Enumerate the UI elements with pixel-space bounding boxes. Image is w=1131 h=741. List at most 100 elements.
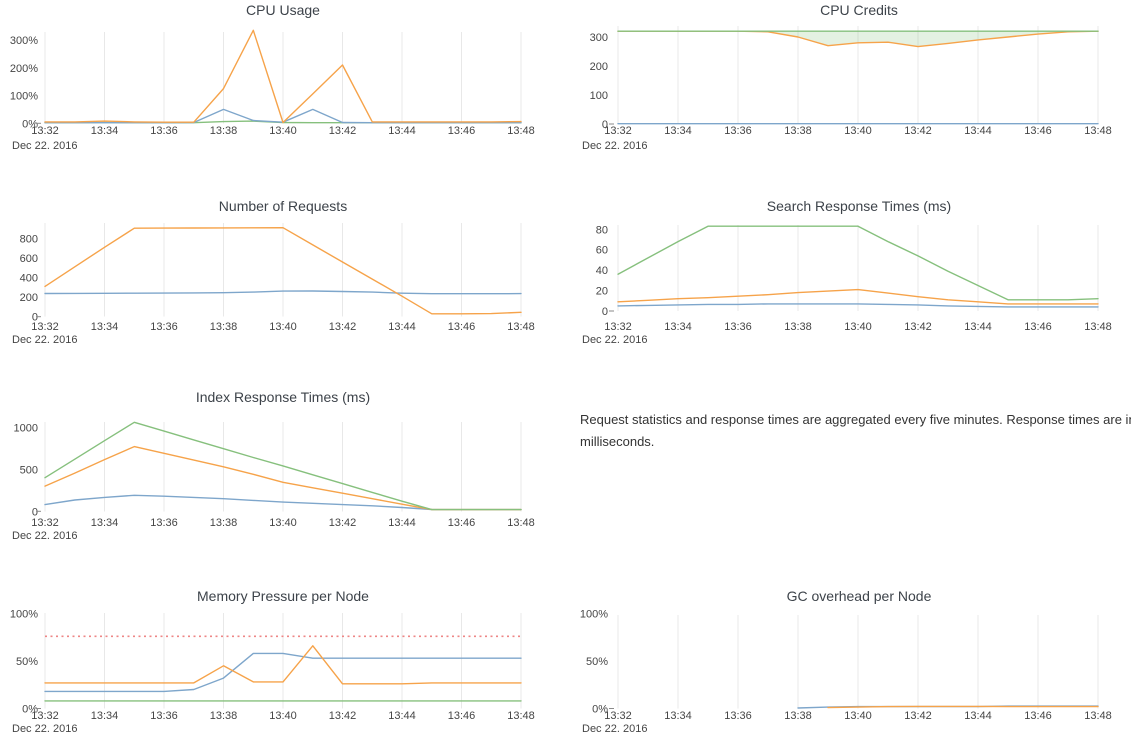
y-axis-tick-label: 0: [602, 119, 608, 131]
x-axis-tick-label: 13:34: [664, 710, 692, 722]
x-axis-tick-label: 13:40: [269, 517, 297, 529]
x-axis-date-label: Dec 22. 2016: [12, 140, 77, 152]
chart-canvas: GC overhead per Node 0% 50% 100% 13:32 13:34 1…: [580, 588, 1112, 735]
chart-canvas: Memory Pressure per Node 0% 50% 100% 13:32 13…: [10, 588, 535, 735]
y-axis-tick-label: 400: [20, 273, 38, 285]
x-axis-tick-label: 13:48: [507, 125, 535, 137]
y-axis-tick-label: 300%: [10, 35, 38, 47]
y-axis-tick-label: 800: [20, 234, 38, 246]
y-axis-tick-label: 0: [32, 506, 38, 518]
x-axis-tick-label: 13:44: [388, 710, 416, 722]
x-axis-tick-label: 13:46: [448, 125, 476, 137]
x-axis-tick-label: 13:34: [91, 710, 119, 722]
chart-number-of-requests: Number of Requests 0 200 400 600 800 13:32 13:3…: [0, 185, 565, 359]
y-axis-tick-label: 100%: [580, 609, 608, 621]
series-fill-area: [618, 31, 1098, 47]
x-axis-tick-label: 13:48: [507, 321, 535, 333]
x-axis-tick-label: 13:36: [724, 710, 752, 722]
x-axis-tick-label: 13:46: [1024, 125, 1052, 137]
series-line-green: [44, 421, 522, 511]
x-axis-tick-label: 13:48: [507, 517, 535, 529]
x-axis-tick-label: 13:40: [844, 710, 872, 722]
x-axis-date-label: Dec 22. 2016: [12, 334, 77, 346]
chart-title: CPU Usage: [246, 2, 320, 18]
x-axis-date-label: Dec 22. 2016: [12, 723, 77, 735]
x-axis-tick-label: 13:42: [904, 710, 932, 722]
chart-canvas: Search Response Times (ms) 0 20 40 60 80 13:32…: [582, 198, 1112, 346]
x-axis-tick-label: 13:38: [210, 517, 238, 529]
y-axis-tick-label: 100%: [10, 609, 38, 621]
x-axis-date-label: Dec 22. 2016: [582, 334, 647, 346]
x-axis-tick-label: 13:38: [210, 710, 238, 722]
x-axis-tick-label: 13:42: [329, 710, 357, 722]
x-axis-tick-label: 13:34: [664, 125, 692, 137]
x-axis-date-label: Dec 22. 2016: [12, 530, 77, 542]
x-axis-tick-label: 13:34: [664, 321, 692, 333]
x-axis-tick-label: 13:46: [448, 517, 476, 529]
x-axis-tick-label: 13:44: [964, 125, 992, 137]
chart-title: Number of Requests: [219, 198, 347, 214]
x-axis-tick-label: 13:40: [844, 321, 872, 333]
x-axis-tick-label: 13:48: [507, 710, 535, 722]
x-axis-tick-label: 13:34: [91, 321, 119, 333]
series-line-blue: [44, 652, 522, 693]
x-axis-date-label: Dec 22. 2016: [582, 723, 647, 735]
series-line-orange: [44, 227, 522, 315]
x-axis-tick-label: 13:32: [31, 321, 59, 333]
x-axis-tick-label: 13:38: [784, 321, 812, 333]
y-axis-tick-label: 300: [590, 32, 608, 44]
x-axis-tick-label: 13:44: [388, 517, 416, 529]
x-axis-tick-label: 13:38: [210, 321, 238, 333]
x-axis-tick-label: 13:46: [1024, 710, 1052, 722]
x-axis-date-label: Dec 22. 2016: [582, 140, 647, 152]
y-axis-tick-label: 80: [596, 224, 608, 236]
x-axis-tick-label: 13:42: [904, 321, 932, 333]
y-axis-tick-label: 600: [20, 253, 38, 265]
y-axis-tick-label: 0%: [22, 704, 38, 716]
y-axis-tick-label: 0: [602, 306, 608, 318]
y-axis-tick-label: 100%: [10, 91, 38, 103]
x-axis-tick-label: 13:48: [1084, 125, 1112, 137]
y-axis-tick-label: 50%: [586, 656, 608, 668]
x-axis-tick-label: 13:46: [1024, 321, 1052, 333]
chart-memory-pressure-per-node: Memory Pressure per Node 0% 50% 100% 13:32 13…: [0, 580, 565, 741]
chart-search-response-times: Search Response Times (ms) 0 20 40 60 80 13:32…: [565, 185, 1131, 359]
chart-cpu-usage: CPU Usage 0% 100% 200% 300% 13:32 13:34 13:36 13…: [0, 0, 565, 162]
x-axis-tick-label: 13:44: [964, 710, 992, 722]
chart-index-response-times: Index Response Times (ms) 0 500 1000 13:32 13…: [0, 380, 565, 554]
y-axis-tick-label: 200: [20, 292, 38, 304]
chart-canvas: CPU Credits 0 100 200 300 13:32 13:34 13:36 13:3…: [582, 2, 1112, 152]
x-axis-tick-label: 13:42: [329, 125, 357, 137]
series-line-orange: [617, 288, 1099, 305]
chart-title: CPU Credits: [820, 2, 898, 18]
aggregation-note: Request statistics and response times ar…: [580, 412, 1131, 449]
x-axis-tick-label: 13:32: [604, 321, 632, 333]
x-axis-tick-label: 13:42: [904, 125, 932, 137]
x-axis-tick-label: 13:36: [150, 321, 178, 333]
series-line-orange: [44, 645, 522, 685]
chart-cpu-credits: CPU Credits 0 100 200 300 13:32 13:34 13:36 13:3…: [565, 0, 1131, 162]
x-axis-tick-label: 13:48: [1084, 321, 1112, 333]
y-axis-tick-label: 60: [596, 245, 608, 257]
chart-title: Index Response Times (ms): [196, 389, 370, 405]
y-axis-tick-label: 0%: [22, 118, 38, 130]
chart-canvas: Number of Requests 0 200 400 600 800 13:32 13:3…: [12, 198, 535, 346]
x-axis-tick-label: 13:36: [724, 321, 752, 333]
y-axis-tick-label: 0%: [592, 704, 608, 716]
series-line-orange: [44, 29, 522, 124]
x-axis-tick-label: 13:40: [269, 710, 297, 722]
x-axis-tick-label: 13:32: [604, 125, 632, 137]
x-axis-tick-label: 13:46: [448, 710, 476, 722]
x-axis-tick-label: 13:32: [604, 710, 632, 722]
chart-title: Memory Pressure per Node: [197, 588, 369, 604]
x-axis-tick-label: 13:44: [964, 321, 992, 333]
x-axis-tick-label: 13:40: [844, 125, 872, 137]
x-axis-tick-label: 13:48: [1084, 710, 1112, 722]
x-axis-tick-label: 13:36: [150, 125, 178, 137]
x-axis-tick-label: 13:40: [269, 125, 297, 137]
chart-title: GC overhead per Node: [787, 588, 932, 604]
series-line-green: [617, 225, 1099, 301]
y-axis-tick-label: 40: [596, 265, 608, 277]
x-axis-tick-label: 13:32: [31, 710, 59, 722]
